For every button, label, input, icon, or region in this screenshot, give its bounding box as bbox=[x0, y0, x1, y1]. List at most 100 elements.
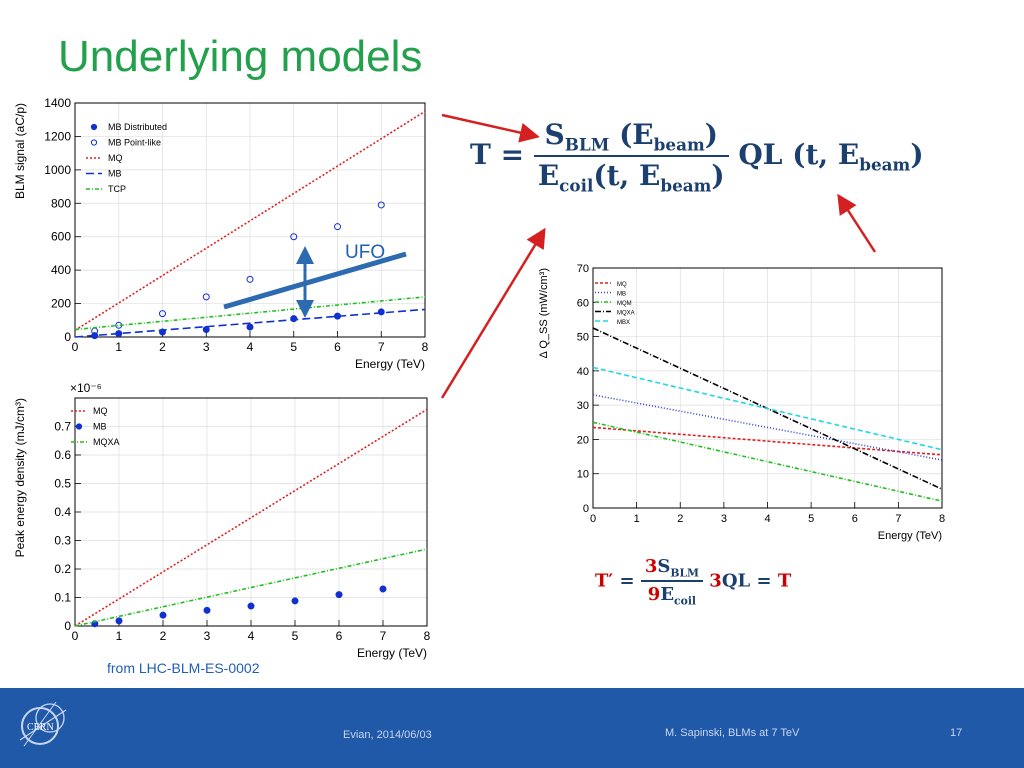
x-tick-label: 2 bbox=[160, 629, 167, 643]
formula-denominator: Ecoil(t, Ebeam) bbox=[533, 154, 729, 195]
legend-swatch bbox=[90, 139, 98, 146]
formula-numerator: SBLM (Ebeam) bbox=[534, 118, 729, 155]
x-tick-label: 3 bbox=[204, 629, 211, 643]
formula-fraction: SBLM (Ebeam) Ecoil(t, Ebeam) bbox=[533, 118, 729, 195]
x-tick-label: 6 bbox=[336, 629, 343, 643]
y-tick-label: 1200 bbox=[44, 129, 71, 143]
red-denominator: 9Ecoil bbox=[640, 579, 704, 608]
y-tick-label: 600 bbox=[51, 230, 71, 244]
data-point-MB bbox=[159, 611, 167, 619]
x-tick-label: 0 bbox=[72, 629, 79, 643]
formula-eq: = bbox=[500, 138, 525, 172]
x-tick-label: 3 bbox=[721, 513, 727, 525]
legend-swatch bbox=[90, 123, 98, 131]
den-close: ) bbox=[711, 158, 725, 192]
x-tick-label: 4 bbox=[247, 340, 254, 354]
num-s-sub: BLM bbox=[564, 134, 610, 155]
x-tick-label: 0 bbox=[72, 340, 79, 354]
legend-label: MB Distributed bbox=[108, 122, 167, 132]
x-tick-label: 8 bbox=[422, 340, 429, 354]
data-point-MB bbox=[203, 606, 211, 614]
red-rhs-T: T bbox=[777, 570, 792, 592]
slide-title: Underlying models bbox=[58, 32, 423, 81]
chart-background bbox=[8, 95, 433, 377]
legend-label: MQXA bbox=[93, 437, 120, 447]
x-tick-label: 2 bbox=[677, 513, 683, 525]
source-note: from LHC-BLM-ES-0002 bbox=[107, 660, 260, 676]
footer-date: Evian, 2014/06/03 bbox=[343, 729, 432, 741]
formula-ql-args-sub: beam bbox=[859, 154, 911, 175]
x-tick-label: 7 bbox=[380, 629, 387, 643]
x-tick-label: 4 bbox=[248, 629, 255, 643]
legend-label: MQ bbox=[93, 406, 108, 416]
y-tick-label: 10 bbox=[577, 469, 589, 481]
delta-qss-chart: 0 1 2 3 4 5 6 7 8 0 10 20 30 40 50 60 70 Energy (TeV) Δ Q_… bbox=[525, 258, 965, 553]
x-tick-label: 5 bbox=[808, 513, 814, 525]
data-point-MB Distributed bbox=[377, 308, 385, 316]
x-tick-label: 2 bbox=[159, 340, 166, 354]
cern-logo: CERN bbox=[10, 696, 74, 765]
num-s: S bbox=[544, 118, 565, 151]
red-rhs-ql: QL bbox=[721, 570, 751, 592]
num-e-sub: beam bbox=[653, 134, 705, 155]
red-eq: = bbox=[619, 570, 635, 592]
y-tick-label: 0.1 bbox=[54, 591, 71, 605]
x-tick-label: 8 bbox=[424, 629, 431, 643]
main-formula: T = SBLM (Ebeam) Ecoil(t, Ebeam) QL (t, … bbox=[470, 118, 924, 195]
data-point-MB bbox=[115, 617, 123, 625]
series-line-MBX bbox=[592, 366, 943, 451]
x-tick-label: 8 bbox=[939, 513, 945, 525]
y-tick-label: 50 bbox=[577, 332, 589, 344]
data-point-MB Point-like bbox=[290, 233, 298, 241]
page-number: 17 bbox=[950, 727, 963, 739]
legend-label: MB bbox=[108, 169, 122, 179]
y-axis-label: Δ Q_SS (mW/cm³) bbox=[538, 268, 550, 358]
y-tick-label: 800 bbox=[51, 196, 71, 210]
x-tick-label: 7 bbox=[895, 513, 901, 525]
red-T: T bbox=[595, 570, 609, 592]
legend-swatch bbox=[75, 423, 83, 430]
y-tick-label: 0.7 bbox=[54, 420, 71, 434]
series-line-MQ bbox=[74, 110, 426, 331]
series-line-MQ bbox=[74, 408, 428, 627]
formula-ql: QL bbox=[738, 138, 783, 172]
red-den-coef: 9 bbox=[647, 583, 661, 605]
x-tick-label: 1 bbox=[115, 340, 122, 354]
num-e: (E bbox=[619, 118, 654, 151]
series-line-MQ bbox=[592, 426, 943, 456]
formula-T: T bbox=[470, 138, 491, 172]
data-point-MB Distributed bbox=[246, 323, 254, 331]
red-prime: ′ bbox=[608, 570, 614, 592]
legend-label: MQM bbox=[617, 301, 632, 307]
den-e: E bbox=[537, 158, 560, 192]
formula-ql-close: ) bbox=[910, 138, 924, 172]
red-formula: T′ = 3SBLM 9Ecoil 3QL = T bbox=[595, 556, 791, 607]
cern-logo-text: CERN bbox=[27, 722, 54, 733]
blm-signal-chart: 0 1 2 3 4 5 6 7 8 0 200 400 600 800 1000 1200 1400 Energy… bbox=[8, 95, 433, 377]
num-close: ) bbox=[704, 118, 718, 151]
data-point-MB bbox=[291, 597, 299, 605]
legend-label: TCP bbox=[108, 184, 126, 194]
x-tick-label: 5 bbox=[292, 629, 299, 643]
y-tick-label: 30 bbox=[577, 400, 589, 412]
y-tick-label: 1000 bbox=[44, 163, 71, 177]
den-args: (t, E bbox=[593, 158, 661, 192]
y-tick-label: 40 bbox=[577, 366, 589, 378]
red-num-s-sub: BLM bbox=[670, 566, 700, 580]
red-fraction: 3SBLM 9Ecoil bbox=[640, 556, 704, 608]
red-rhs-eq: = bbox=[756, 570, 772, 592]
y-tick-label: 0.3 bbox=[54, 534, 71, 548]
arrow-to-ql bbox=[837, 193, 877, 253]
y-tick-label: 0 bbox=[583, 503, 589, 515]
footer-author: M. Sapinski, BLMs at 7 TeV bbox=[665, 727, 800, 739]
x-axis-label: Energy (TeV) bbox=[878, 530, 942, 542]
y-tick-label: 20 bbox=[577, 434, 589, 446]
red-den-e-sub: coil bbox=[674, 594, 697, 608]
x-tick-label: 7 bbox=[378, 340, 385, 354]
series-line-MQXA bbox=[74, 548, 428, 627]
data-point-MB Point-like bbox=[334, 223, 341, 231]
series-line-MB bbox=[592, 394, 943, 461]
x-tick-label: 1 bbox=[634, 513, 640, 525]
legend-label: MB bbox=[93, 422, 107, 432]
y-tick-label: 0.4 bbox=[54, 505, 71, 519]
